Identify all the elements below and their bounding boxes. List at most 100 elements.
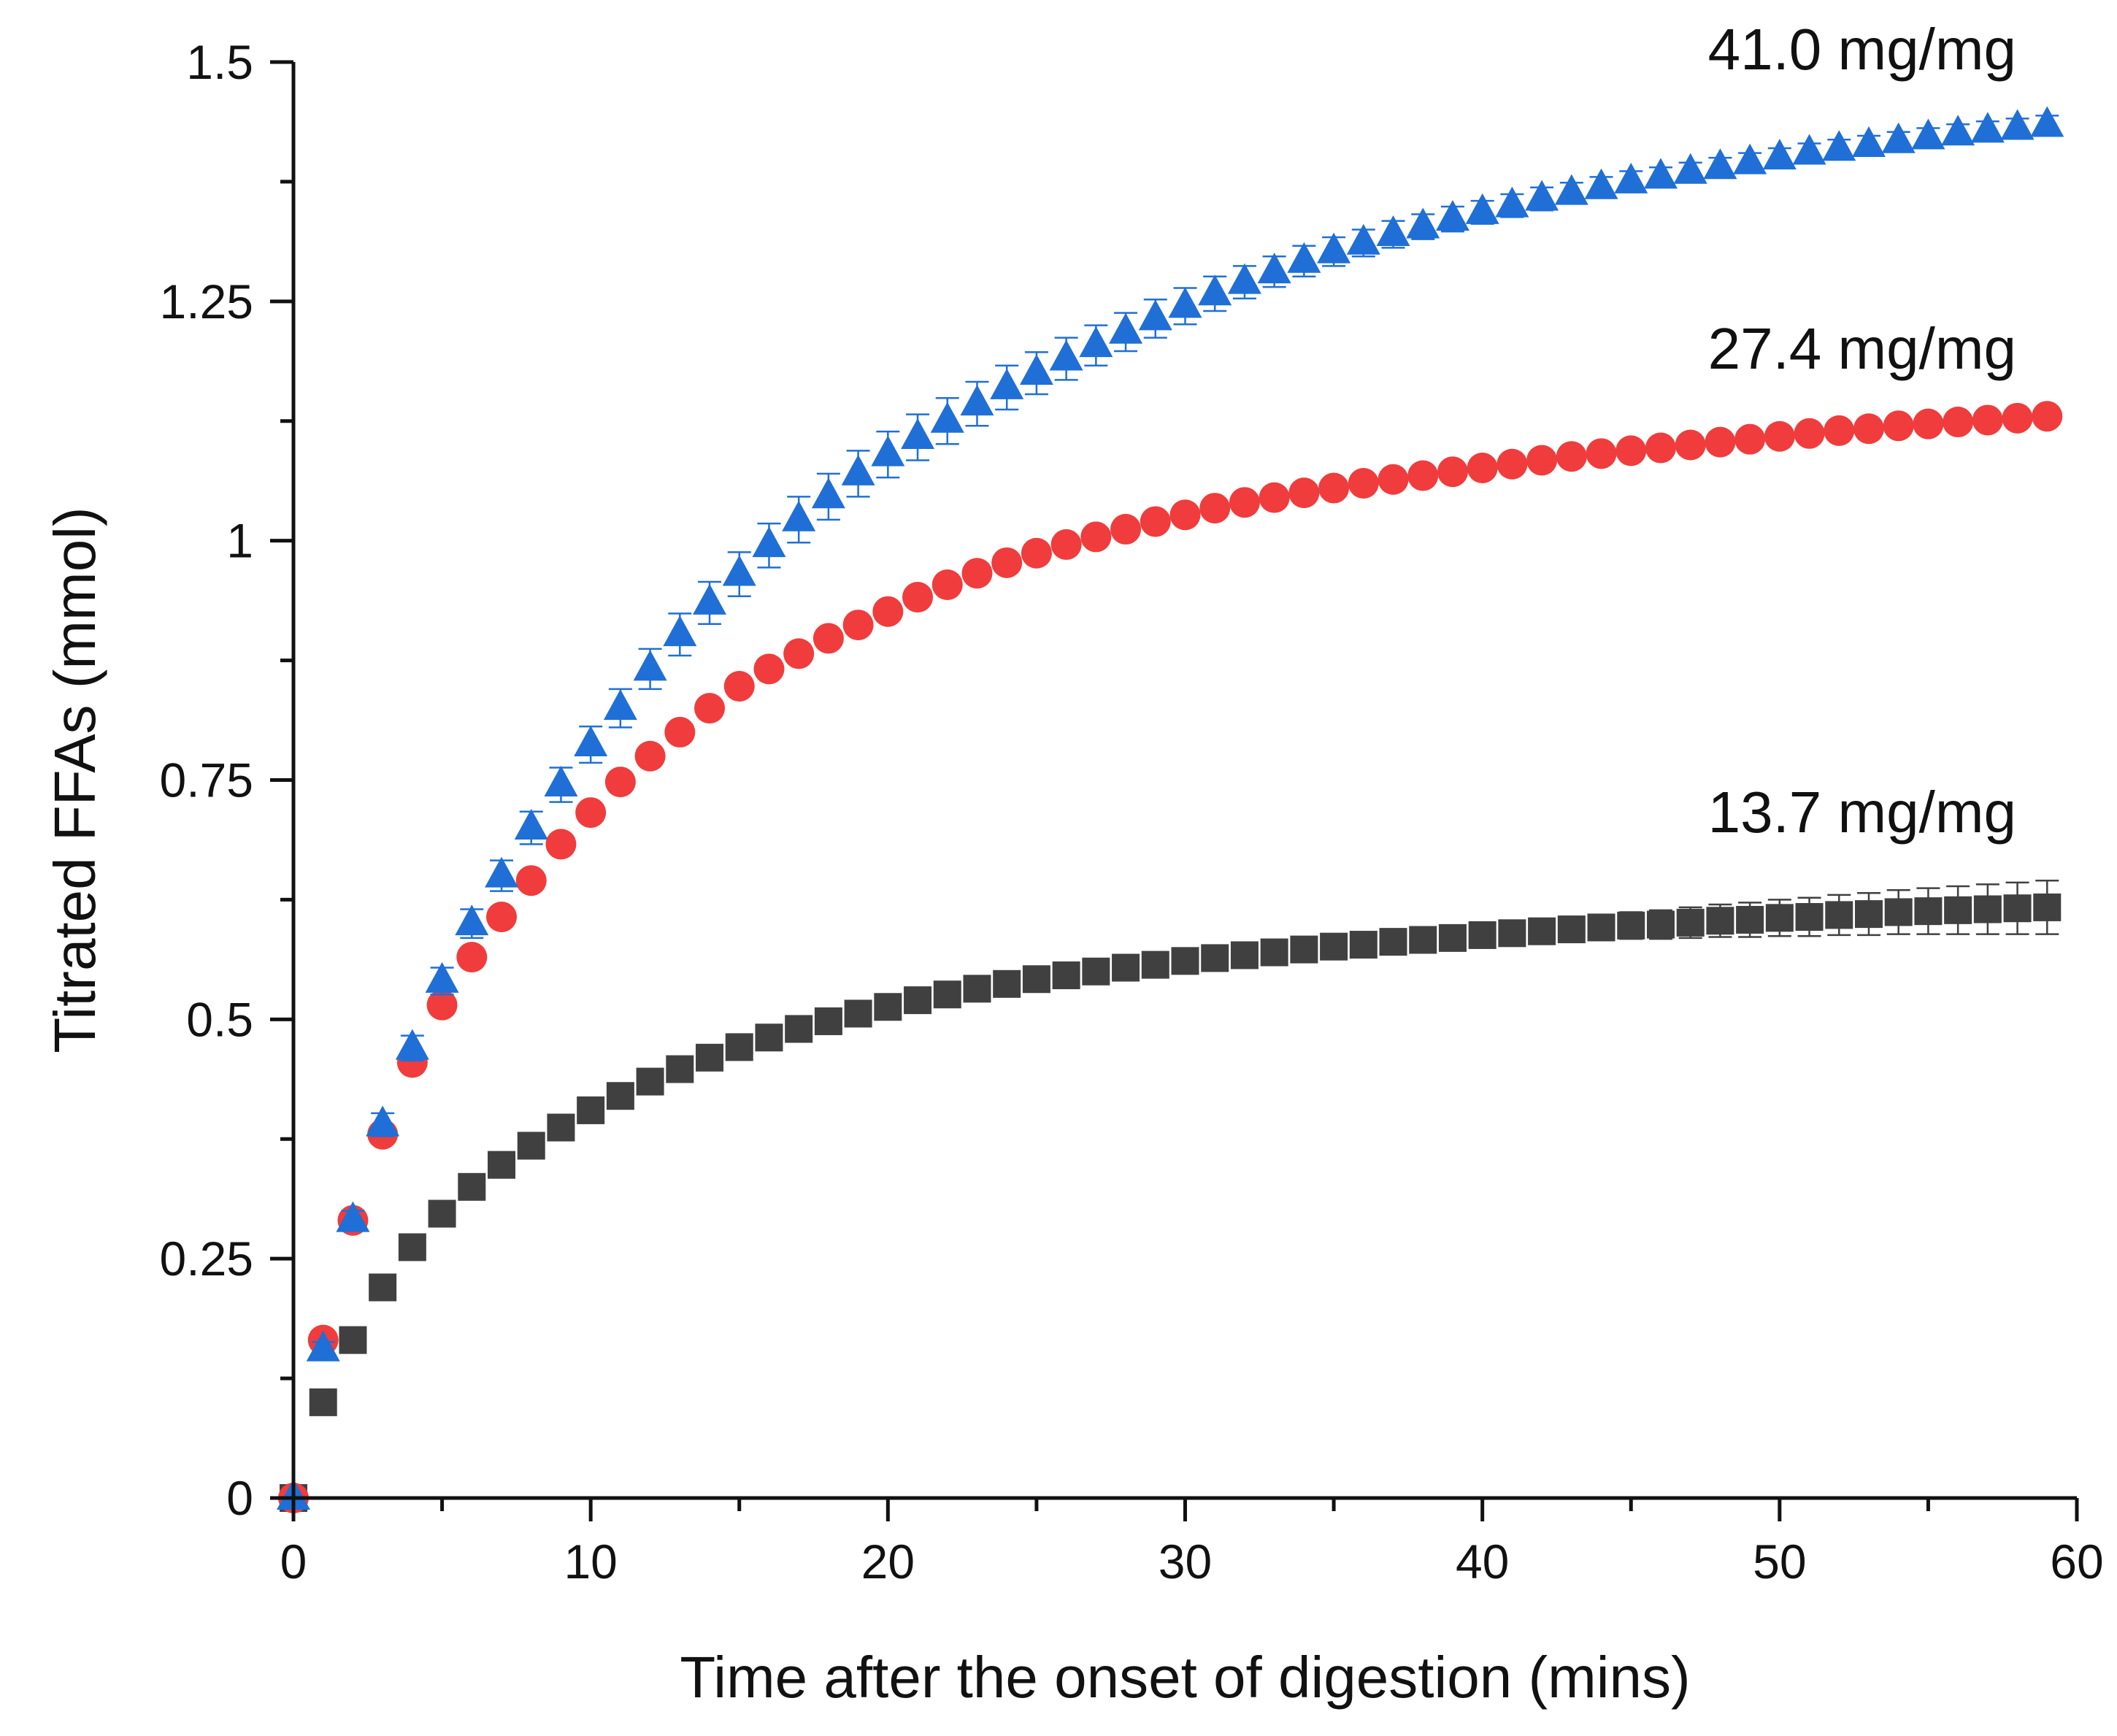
data-point-triangle [1733,143,1767,174]
data-point-square [933,980,961,1009]
data-point-circle [1913,408,1944,439]
data-point-square [488,1151,516,1179]
data-point-triangle [1822,130,1856,161]
data-point-square [2033,893,2062,921]
data-point-triangle [841,454,875,485]
data-point-triangle [633,650,667,681]
data-point-triangle [1287,242,1321,273]
y-tick-label: 0.75 [160,753,253,807]
data-point-triangle [930,402,964,433]
data-point-square [309,1388,337,1416]
data-point-square [1260,938,1288,967]
data-point-circle [812,623,844,654]
data-point-triangle [1792,134,1826,165]
data-point-circle [1140,506,1171,537]
data-point-square [339,1326,367,1354]
series-annotation: 41.0 mg/mg [1708,17,2016,82]
y-tick-label: 1.5 [186,35,253,89]
data-point-square [785,1015,813,1043]
axis-tick-labels: 0 10 20 30 40 50 60 0 0.25 0.5 0.75 1 1.25 1.5 [160,35,2104,1589]
data-point-circle [1615,435,1647,466]
data-point-triangle [1941,115,1975,146]
data-point-square [1379,928,1407,956]
data-point-circle [1288,477,1320,509]
data-point-circle [902,582,934,613]
data-point-square [458,1172,486,1201]
data-point-square [1617,911,1645,940]
y-tick-label: 0.5 [186,992,253,1046]
data-point-circle [1734,423,1766,455]
data-point-triangle [1109,312,1143,344]
data-point-triangle [1970,112,2005,143]
data-point-square [1349,931,1378,959]
data-point-square [1528,917,1556,945]
data-point-square [1557,915,1586,944]
data-point-circle [1883,410,1914,442]
axis-ticks [270,60,2079,1521]
data-point-circle [753,653,785,685]
data-point-circle [1407,460,1439,491]
black-series [280,879,2062,1512]
red-series [278,401,2063,1513]
data-point-triangle [1495,186,1529,218]
data-point-circle [515,865,547,896]
y-tick-label: 0 [226,1471,253,1525]
data-point-triangle [1851,126,1886,158]
data-point-square [666,1055,694,1083]
data-point-square [1973,895,2002,923]
data-point-square [1646,910,1675,939]
data-point-circle [1645,432,1676,464]
data-point-circle [1824,415,1855,446]
data-point-triangle [782,500,816,531]
data-point-triangle [1584,168,1618,199]
data-point-square [1854,900,1883,929]
data-point-circle [1496,448,1528,480]
data-point-triangle [1762,139,1797,170]
data-point-circle [634,740,666,772]
data-point-circle [1794,418,1825,449]
data-point-triangle [1614,162,1648,193]
data-point-triangle [1673,153,1707,184]
data-point-square [725,1033,753,1061]
data-point-triangle [1049,339,1083,371]
data-point-square [1884,898,1913,926]
data-point-square [369,1273,397,1302]
data-point-triangle [1406,207,1440,239]
data-point-circle [1080,521,1112,553]
data-point-square [1825,901,1853,929]
data-point-square [1438,923,1467,952]
data-point-triangle [1079,326,1113,358]
data-point-triangle [752,526,786,558]
data-point-square [1112,953,1140,982]
data-point-triangle [1911,118,1945,150]
data-point-square [1706,907,1734,935]
data-point-square [1736,905,1764,934]
x-axis-title: Time after the onset of digestion (mins) [680,1645,1690,1710]
x-tick-label: 30 [1159,1535,1212,1589]
series-annotations: 41.0 mg/mg 27.4 mg/mg 13.7 mg/mg [1708,17,2016,845]
data-point-circle [1348,467,1379,499]
data-point-square [1171,947,1199,975]
data-point-triangle [574,725,608,756]
data-point-square [1290,935,1318,964]
data-point-triangle [663,615,697,647]
data-point-triangle [1198,274,1232,306]
plot-area [277,106,2064,1513]
data-point-square [547,1113,575,1142]
data-point-triangle [425,961,459,993]
y-tick-label: 0.25 [160,1232,253,1286]
data-point-triangle [693,583,727,615]
data-point-circle [1764,420,1795,452]
data-point-triangle [485,856,519,888]
data-point-square [963,975,991,1003]
series-annotation: 27.4 mg/mg [1708,316,2016,381]
series-annotation: 13.7 mg/mg [1708,780,2016,845]
data-point-circle [991,547,1023,578]
data-point-circle [842,610,874,641]
data-point-circle [1199,493,1231,524]
data-point-circle [664,716,696,748]
data-point-triangle [1346,223,1380,255]
data-point-square [1022,965,1050,994]
data-point-square [844,999,872,1028]
